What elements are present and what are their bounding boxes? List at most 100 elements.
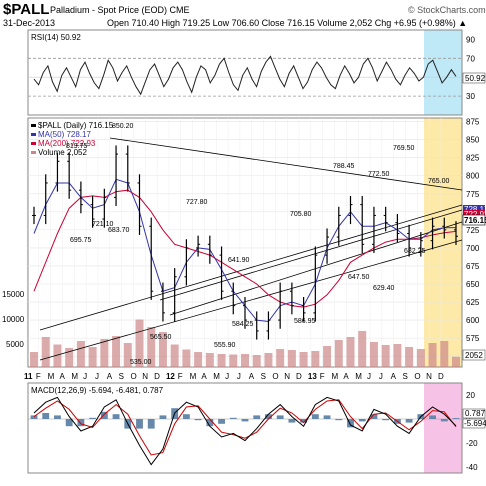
price-annotation: 819.75 [66, 143, 88, 150]
x-axis-label: S [403, 372, 408, 381]
x-axis-label: J [225, 372, 229, 381]
ohlc-summary: Open 710.40 High 719.25 Low 706.60 Close… [107, 18, 468, 28]
macd-histogram-bar [440, 419, 448, 422]
macd-histogram-bar [112, 414, 120, 419]
x-axis-label: J [95, 372, 99, 381]
x-axis-label: S [261, 372, 266, 381]
x-axis-label: A [59, 372, 65, 381]
macd-last-value: -5.694 [464, 419, 486, 428]
price-tick-label: 825 [466, 154, 480, 163]
volume-tick: 15000 [2, 290, 25, 299]
volume-bar [452, 356, 460, 367]
price-tick-label: 775 [466, 190, 480, 199]
macd-last-hist: 0.787 [465, 409, 486, 418]
macd-histogram-bar [253, 415, 261, 419]
volume-bar [287, 350, 296, 367]
rsi-tick-label: 90 [466, 35, 475, 44]
price-panel: 5505756006256506757007257507758008258508… [2, 117, 486, 368]
rsi-tick-label: 30 [466, 92, 475, 101]
volume-bar [194, 352, 203, 367]
rsi-highlight [424, 30, 462, 115]
macd-histogram-bar [147, 419, 155, 429]
macd-panel: MACD(12,26,9) -5.694, -6.481, 0.787 -40 -… [27, 382, 486, 474]
instrument-name: Palladium - Spot Price (EOD) CME [50, 5, 190, 15]
x-axis-label: D [296, 372, 302, 381]
x-axis-label: M [355, 372, 362, 381]
price-annotation: 555.90 [214, 342, 236, 349]
price-annotation: 586.95 [294, 318, 316, 325]
volume-bar [428, 343, 437, 367]
x-axis-label: J [379, 372, 383, 381]
price-annotation: 727.80 [186, 199, 208, 206]
x-axis-label: A [249, 372, 255, 381]
chart-date: 31-Dec-2013 [3, 18, 56, 28]
volume-bar [299, 352, 308, 367]
volume-bar [440, 341, 449, 367]
volume-bar [276, 349, 285, 367]
x-axis-label: N [142, 372, 148, 381]
macd-histogram-bar [405, 419, 413, 423]
price-tick-label: 875 [466, 118, 480, 127]
volume-bar [217, 354, 226, 367]
macd-signal-line [33, 399, 457, 456]
x-axis-label: S [119, 372, 124, 381]
macd-histogram-bar [206, 419, 214, 427]
price-annotation: 772.50 [368, 171, 390, 178]
volume-bar [112, 336, 121, 367]
volume-bar [346, 337, 355, 367]
price-tick-label: 725 [466, 226, 480, 235]
price-tick-label: 675 [466, 262, 480, 271]
macd-histogram-bar [100, 411, 108, 419]
price-tick-label: 800 [466, 172, 480, 181]
x-axis-label: D [154, 372, 160, 381]
x-axis-label: 11 [24, 372, 33, 381]
volume-tick: 5000 [6, 340, 24, 349]
last-ma50: 728.17 [464, 205, 486, 214]
macd-histogram-bar [77, 419, 85, 427]
volume-bar [147, 327, 156, 367]
volume-bar [416, 349, 425, 367]
price-tick-label: 650 [466, 280, 480, 289]
macd-highlight [424, 383, 462, 473]
x-axis-label: 13 [308, 372, 317, 381]
macd-histogram-bar [194, 419, 202, 421]
macd-histogram-bar [358, 419, 366, 422]
x-axis-label: 12 [166, 372, 175, 381]
trendline-mid [159, 209, 463, 301]
macd-histogram-bar [382, 419, 390, 421]
macd-histogram-bar [300, 419, 308, 423]
volume-bar [53, 344, 62, 367]
price-annotation: 721.10 [92, 221, 114, 228]
macd-histogram-bar [182, 414, 190, 419]
volume-bar [358, 331, 367, 367]
rsi-last-label: 50.92 [465, 74, 486, 83]
volume-bar [30, 352, 38, 367]
price-tick-label: 600 [466, 316, 480, 325]
price-annotation: 695.75 [70, 237, 92, 244]
price-annotation: 647.50 [348, 274, 370, 281]
legend-price: $PALL (Daily) 716.15 [38, 121, 114, 130]
macd-frame [27, 382, 463, 474]
rsi-frame [27, 29, 463, 116]
macd-histogram-bar [347, 419, 354, 428]
volume-bar [135, 319, 144, 367]
x-axis: 11 F M A M J J A S O N D 12 F M A M J J A S O N D 13 F M A M J J A S O N D [24, 372, 444, 381]
macd-histogram-bar [276, 415, 284, 419]
price-last-labels: 728.17 722.93 716.15 2052 [462, 205, 486, 361]
trendline-lower-1 [39, 239, 463, 361]
price-annotation: 705.80 [290, 211, 312, 218]
price-annotation: 788.45 [333, 163, 355, 170]
macd-tick-label: -40 [466, 463, 478, 472]
macd-histogram-bar [335, 419, 343, 421]
macd-histogram-bar [288, 419, 296, 423]
macd-histogram-bar [429, 415, 436, 419]
volume-bar [76, 341, 85, 367]
legend-ma50: MA(50) 728.17 [38, 130, 91, 139]
x-axis-label: F [178, 372, 183, 381]
x-axis-label: O [414, 372, 420, 381]
x-axis-label: A [107, 372, 113, 381]
symbol-title: $PALL [3, 1, 50, 18]
rsi-tick-label: 70 [466, 54, 475, 63]
price-annotation: 629.40 [373, 285, 395, 292]
